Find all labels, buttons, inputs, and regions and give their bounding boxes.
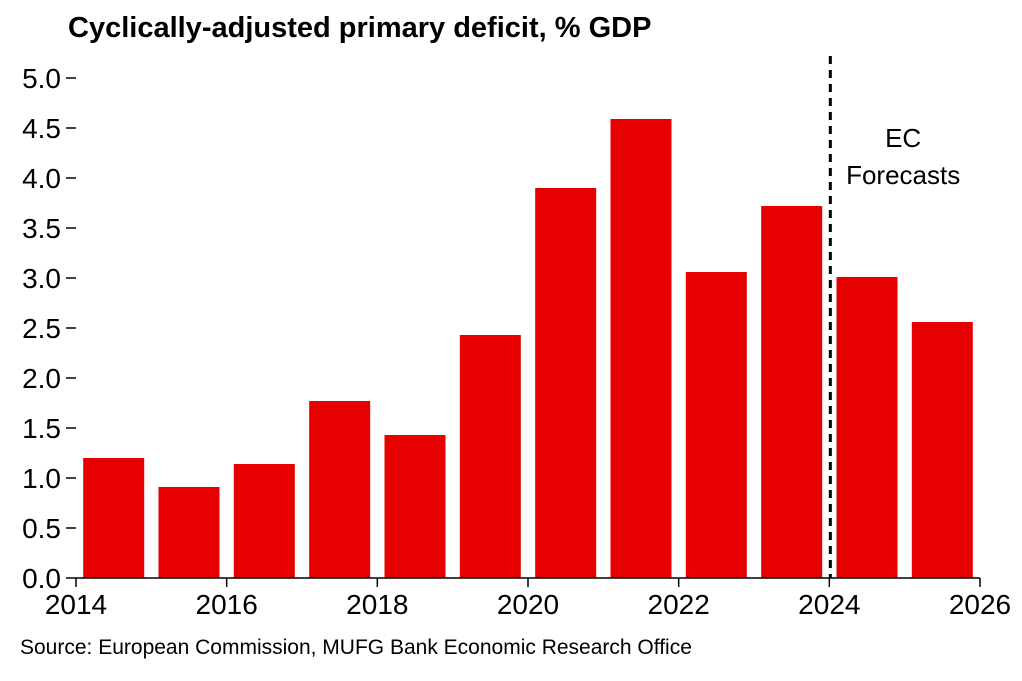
source-note: Source: European Commission, MUFG Bank E… [20,636,692,659]
bar-2020 [535,188,597,578]
x-tick-label: 2018 [346,589,408,620]
bar-2023 [761,206,823,578]
bar-2021 [610,119,672,578]
y-tick-label: 3.0 [22,263,61,294]
y-tick-label: 0.5 [22,513,61,544]
bar-2024 [836,277,898,578]
chart-title: Cyclically-adjusted primary deficit, % G… [68,12,652,44]
x-tick-label: 2024 [798,589,860,620]
bars-layer [83,119,973,578]
bar-2015 [158,487,220,578]
x-tick-label: 2020 [497,589,559,620]
y-tick-label: 4.5 [22,113,61,144]
bar-2018 [384,435,446,578]
x-tick-label: 2022 [648,589,710,620]
y-tick-label: 1.5 [22,413,61,444]
y-tick-label: 0.0 [22,563,61,594]
x-tick-label: 2026 [949,589,1011,620]
bar-2022 [685,272,747,578]
y-tick-label: 1.0 [22,463,61,494]
bar-2014 [83,458,145,578]
y-tick-label: 4.0 [22,163,61,194]
forecast-annotation-line2: Forecasts [846,160,960,190]
x-tick-label: 2016 [196,589,258,620]
y-tick-label: 5.0 [22,63,61,94]
axis-layer: 0.0 0.5 1.0 1.5 2.0 2.5 3.0 3.5 4.0 4.5 5.0 2014 201… [22,63,1011,620]
forecast-annotation-line1: EC [885,123,921,153]
bar-2016 [233,464,295,578]
y-tick-label: 3.5 [22,213,61,244]
bar-2019 [459,335,521,578]
bar-2017 [309,401,371,578]
y-tick-label: 2.5 [22,313,61,344]
y-tick-label: 2.0 [22,363,61,394]
bar-2025 [911,322,973,578]
x-tick-label: 2014 [45,589,107,620]
